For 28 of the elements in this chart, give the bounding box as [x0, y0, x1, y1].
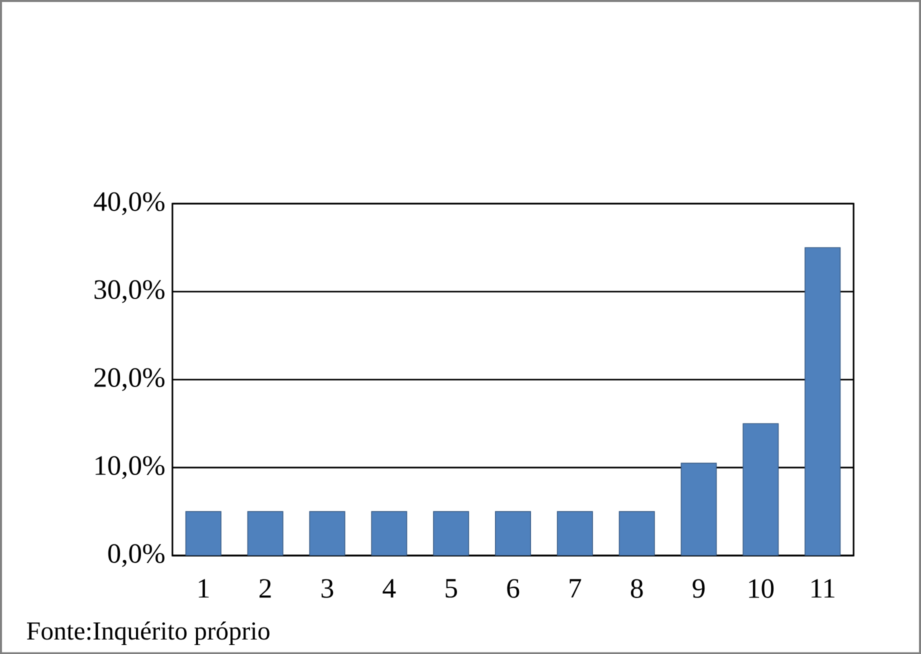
x-tick-label: 3 [322, 579, 334, 598]
x-tick-label: 10 [749, 579, 774, 598]
bar [618, 511, 655, 556]
bar [371, 511, 408, 556]
y-tick-label: 40,0% [94, 192, 164, 215]
x-tick-label: 9 [692, 579, 705, 598]
y-tick-label: 20,0% [94, 368, 164, 391]
source-note: Fonte:Inquérito próprio [26, 621, 270, 645]
x-tick-label: 4 [382, 579, 396, 598]
y-tick-label: 0,0% [108, 544, 164, 567]
x-tick-label: 7 [570, 579, 582, 598]
bar [680, 462, 717, 556]
bar [247, 511, 284, 556]
x-tick-label: 1 [198, 579, 209, 598]
bar [309, 511, 346, 556]
bar [433, 511, 470, 556]
bar [742, 423, 779, 556]
x-tick-label: 5 [446, 579, 457, 598]
x-tick-label: 11 [812, 579, 834, 598]
bar [495, 511, 531, 556]
x-tick-label: 8 [630, 579, 643, 598]
y-tick-label: 10,0% [96, 456, 164, 479]
bar [185, 511, 222, 556]
bar [556, 511, 593, 556]
x-tick-label: 6 [507, 579, 520, 598]
bar [804, 247, 841, 556]
y-tick-label: 30,0% [94, 280, 164, 303]
x-tick-label: 2 [260, 579, 271, 598]
